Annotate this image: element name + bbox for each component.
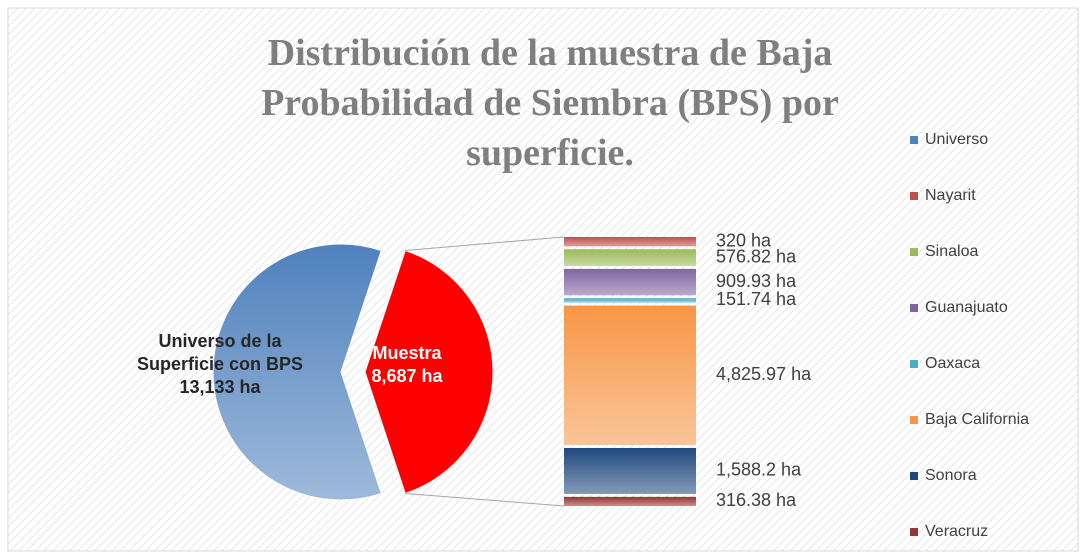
data-label: 320 ha bbox=[716, 230, 772, 250]
data-label: 4,825.97 ha bbox=[716, 364, 812, 384]
pie-label-text: Muestra bbox=[372, 343, 442, 363]
bar-shine bbox=[564, 447, 696, 494]
bar-shine bbox=[564, 268, 696, 296]
pie-value-label: 13,133 ha bbox=[179, 377, 261, 397]
data-label: 1,588.2 ha bbox=[716, 460, 802, 480]
legend-swatch bbox=[910, 192, 918, 200]
pie-label: Muestra 8,687 ha bbox=[352, 342, 462, 388]
legend-swatch bbox=[910, 528, 918, 536]
legend-label: Nayarit bbox=[925, 187, 976, 204]
legend-swatch bbox=[910, 416, 918, 424]
bar-shine bbox=[564, 298, 696, 303]
legend-label: Sinaloa bbox=[925, 243, 978, 260]
pie-label-text: Universo de la Superficie con BPS bbox=[136, 331, 304, 374]
data-label: 316.38 ha bbox=[716, 490, 797, 510]
pie-value-label: 8,687 ha bbox=[371, 366, 443, 386]
bar-shine bbox=[564, 237, 696, 247]
legend-label: Veracruz bbox=[925, 523, 988, 540]
connector bbox=[405, 493, 565, 507]
legend-swatch bbox=[910, 136, 918, 144]
legend-label: Oaxaca bbox=[925, 355, 980, 372]
legend-label: Universo bbox=[925, 131, 988, 148]
slice-shine bbox=[213, 243, 382, 501]
bar-shine bbox=[564, 249, 696, 266]
bar-shine bbox=[564, 496, 696, 506]
legend-swatch bbox=[910, 360, 918, 368]
legend-swatch bbox=[910, 472, 918, 480]
data-label: 909.93 ha bbox=[716, 271, 797, 291]
legend-label: Baja California bbox=[925, 411, 1029, 428]
legend-label: Guanajuato bbox=[925, 299, 1008, 316]
legend-label: Sonora bbox=[925, 467, 977, 484]
chart-area bbox=[7, 7, 1079, 552]
legend-swatch bbox=[910, 304, 918, 312]
pie-slice bbox=[364, 249, 494, 495]
data-label: 576.82 ha bbox=[716, 246, 797, 266]
chart-title: Distribución de la muestra de Baja Proba… bbox=[261, 32, 839, 174]
pie-label: Universo de la Superficie con BPS 13,133… bbox=[125, 330, 315, 399]
bar-shine bbox=[564, 305, 696, 445]
connector bbox=[405, 236, 565, 251]
legend-swatch bbox=[910, 248, 918, 256]
data-label: 151.74 ha bbox=[716, 289, 797, 309]
